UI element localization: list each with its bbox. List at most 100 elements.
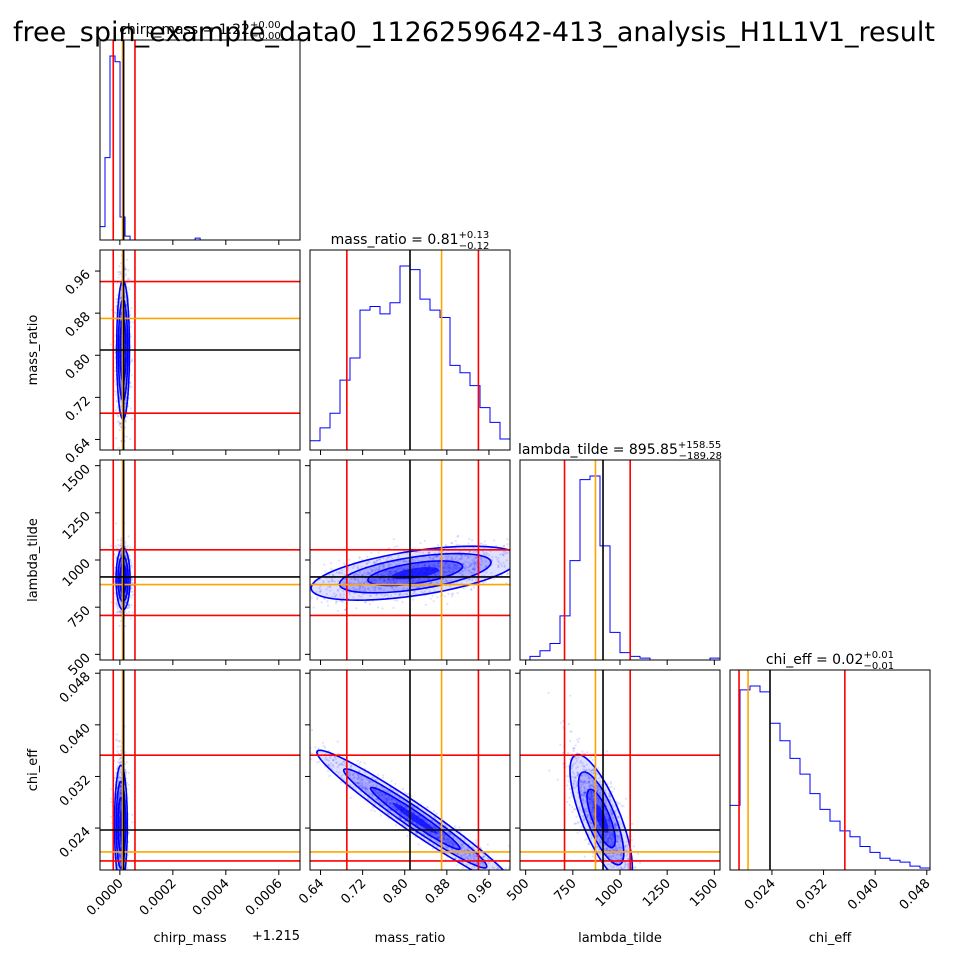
sample-point [392, 578, 395, 581]
sample-point [468, 578, 471, 581]
sample-point [358, 571, 362, 574]
sample-point [385, 558, 388, 561]
sample-point [128, 288, 131, 291]
sample-point [361, 574, 364, 577]
sample-point [327, 585, 330, 589]
sample-point [395, 569, 398, 573]
sample-point [485, 565, 488, 568]
sample-point [120, 425, 123, 428]
sample-point [129, 437, 132, 441]
sample-point [115, 602, 118, 605]
sample-point [388, 570, 391, 573]
sample-point [376, 606, 380, 609]
sample-point [114, 603, 118, 606]
sample-point [118, 611, 121, 614]
sample-point [118, 429, 121, 432]
sample-point [427, 552, 431, 555]
sample-point [334, 580, 337, 583]
sample-point [538, 550, 540, 552]
sample-point [297, 619, 299, 621]
sample-point [337, 559, 341, 562]
sample-point [437, 565, 441, 569]
sample-point [472, 561, 475, 564]
sample-point [119, 554, 122, 557]
sample-point [374, 579, 377, 582]
sample-point [366, 555, 369, 559]
sample-point [445, 566, 448, 569]
sample-point [395, 545, 399, 548]
sample-point [125, 547, 128, 550]
sample-point [448, 569, 451, 573]
sample-point [385, 569, 388, 572]
sample-point [421, 559, 424, 562]
sample-point [446, 562, 450, 565]
sample-point [120, 793, 123, 797]
sample-point [450, 556, 454, 559]
sample-point [472, 567, 475, 570]
sample-point [376, 573, 380, 576]
sample-point [124, 601, 127, 604]
sample-point [128, 397, 131, 400]
sample-point [490, 571, 493, 575]
sample-point [119, 853, 123, 856]
sample-point [358, 587, 361, 590]
sample-point [130, 561, 133, 565]
sample-point [114, 772, 118, 775]
sample-point [109, 343, 113, 346]
sample-point [549, 558, 551, 560]
sample-point [340, 571, 343, 575]
sample-point [466, 569, 469, 572]
sample-point [114, 351, 117, 354]
sample-point [335, 593, 338, 597]
sample-point [120, 897, 122, 899]
sample-point [401, 601, 404, 604]
sample-point [461, 570, 465, 573]
sample-point [484, 560, 487, 563]
sample-point [416, 580, 419, 583]
sample-point [332, 573, 335, 577]
sample-point [117, 276, 120, 279]
sample-point [524, 574, 526, 576]
sample-point [119, 397, 122, 400]
sample-point [387, 556, 390, 559]
sample-point [117, 543, 120, 547]
sample-point [360, 581, 363, 585]
sample-point [329, 585, 332, 588]
panel-1-0 [100, 250, 300, 450]
y-tick-label-mass_ratio: 0.88 [63, 309, 94, 340]
sample-point [326, 604, 330, 607]
sample-point [325, 588, 328, 591]
sample-point [548, 556, 550, 558]
sample-point [380, 593, 383, 597]
sample-point [410, 560, 413, 563]
sample-point [436, 543, 440, 547]
sample-point [115, 522, 118, 525]
sample-point [283, 594, 285, 596]
y-tick-label-mass_ratio: 0.96 [63, 267, 94, 298]
sample-point [123, 554, 127, 557]
sample-point [114, 393, 117, 396]
sample-point [119, 803, 122, 807]
sample-point [384, 579, 387, 583]
sample-point [116, 765, 119, 768]
sample-point [116, 739, 119, 742]
sample-point [352, 577, 355, 580]
sample-point [117, 796, 121, 799]
sample-point [456, 592, 459, 595]
sample-point [449, 585, 452, 588]
sample-point [387, 572, 390, 575]
sample-point [129, 314, 132, 317]
sample-point [373, 586, 377, 589]
sample-point [119, 592, 122, 595]
sample-point [124, 625, 127, 628]
sample-point [387, 577, 390, 580]
sample-point [444, 562, 447, 565]
sample-point [435, 565, 439, 568]
sample-point [434, 555, 438, 558]
sample-point [336, 588, 339, 592]
sample-point [355, 607, 358, 610]
sample-point [414, 580, 417, 583]
sample-point [416, 563, 419, 566]
sample-point [130, 604, 133, 607]
sample-point [389, 572, 393, 575]
